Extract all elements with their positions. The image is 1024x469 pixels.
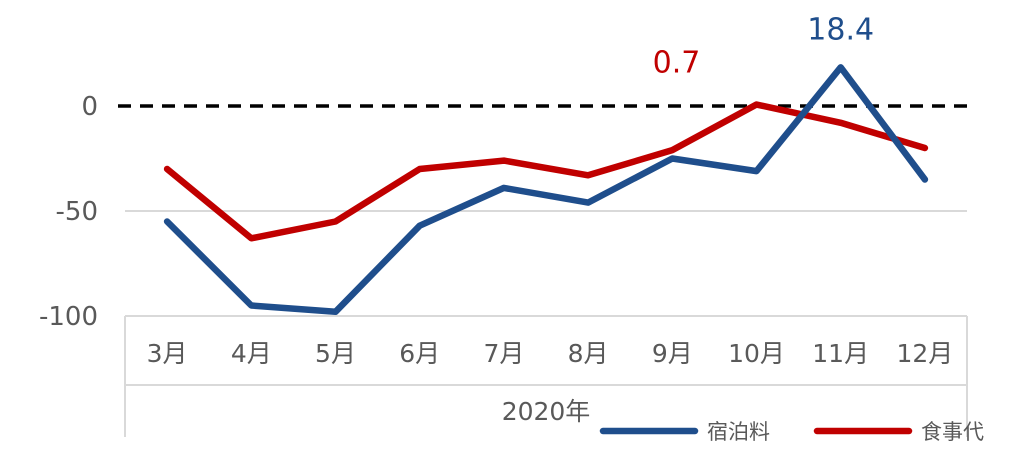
x-tick-label: 10月 bbox=[728, 339, 785, 368]
x-tick-label: 4月 bbox=[231, 339, 272, 368]
y-axis: 0 -50 -100 bbox=[39, 92, 98, 332]
series-line-食事代 bbox=[163, 101, 929, 242]
x-tick-label: 9月 bbox=[652, 339, 693, 368]
series-lines bbox=[163, 64, 929, 316]
gridlines bbox=[118, 104, 967, 317]
x-tick-label: 7月 bbox=[483, 339, 524, 368]
x-tick-label: 3月 bbox=[147, 339, 188, 368]
x-axis: 3月 4月 5月 6月 7月 8月 9月 10月 11月 12月 2020年 bbox=[124, 316, 968, 437]
legend: 宿泊料 食事代 bbox=[599, 420, 984, 444]
data-label: 18.4 bbox=[807, 12, 874, 47]
x-tick-label: 8月 bbox=[568, 339, 609, 368]
data-label: 0.7 bbox=[653, 46, 701, 81]
x-tick-label: 5月 bbox=[315, 339, 356, 368]
data-labels: 18.4 0.7 bbox=[653, 12, 874, 80]
y-tick-label: -50 bbox=[56, 197, 98, 227]
y-tick-label: -100 bbox=[39, 302, 98, 332]
legend-label: 宿泊料 bbox=[707, 420, 770, 444]
x-tick-label: 6月 bbox=[399, 339, 440, 368]
x-tick-label: 11月 bbox=[812, 339, 869, 368]
x-axis-group-label: 2020年 bbox=[502, 397, 591, 426]
series-line-宿泊料 bbox=[163, 64, 929, 316]
x-tick-label: 12月 bbox=[896, 339, 953, 368]
legend-label: 食事代 bbox=[921, 420, 984, 444]
y-tick-label: 0 bbox=[81, 92, 98, 122]
